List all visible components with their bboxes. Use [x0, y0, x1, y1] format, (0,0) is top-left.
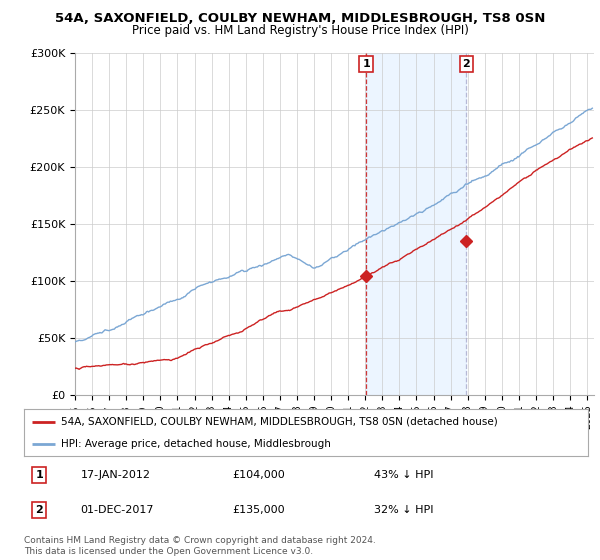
Text: £104,000: £104,000: [233, 470, 286, 480]
Bar: [366, 53, 466, 395]
Text: 01-DEC-2017: 01-DEC-2017: [80, 505, 154, 515]
Text: 32% ↓ HPI: 32% ↓ HPI: [374, 505, 433, 515]
Text: 17-JAN-2012: 17-JAN-2012: [80, 470, 151, 480]
Text: 2: 2: [463, 59, 470, 69]
Text: £135,000: £135,000: [233, 505, 286, 515]
Text: 54A, SAXONFIELD, COULBY NEWHAM, MIDDLESBROUGH, TS8 0SN: 54A, SAXONFIELD, COULBY NEWHAM, MIDDLESB…: [55, 12, 545, 25]
Text: 1: 1: [362, 59, 370, 69]
Text: 1: 1: [35, 470, 43, 480]
Text: 54A, SAXONFIELD, COULBY NEWHAM, MIDDLESBROUGH, TS8 0SN (detached house): 54A, SAXONFIELD, COULBY NEWHAM, MIDDLESB…: [61, 417, 497, 427]
Text: Contains HM Land Registry data © Crown copyright and database right 2024.
This d: Contains HM Land Registry data © Crown c…: [24, 536, 376, 556]
Text: 2: 2: [35, 505, 43, 515]
Text: Price paid vs. HM Land Registry's House Price Index (HPI): Price paid vs. HM Land Registry's House …: [131, 24, 469, 36]
Text: 43% ↓ HPI: 43% ↓ HPI: [374, 470, 433, 480]
Text: HPI: Average price, detached house, Middlesbrough: HPI: Average price, detached house, Midd…: [61, 438, 331, 449]
